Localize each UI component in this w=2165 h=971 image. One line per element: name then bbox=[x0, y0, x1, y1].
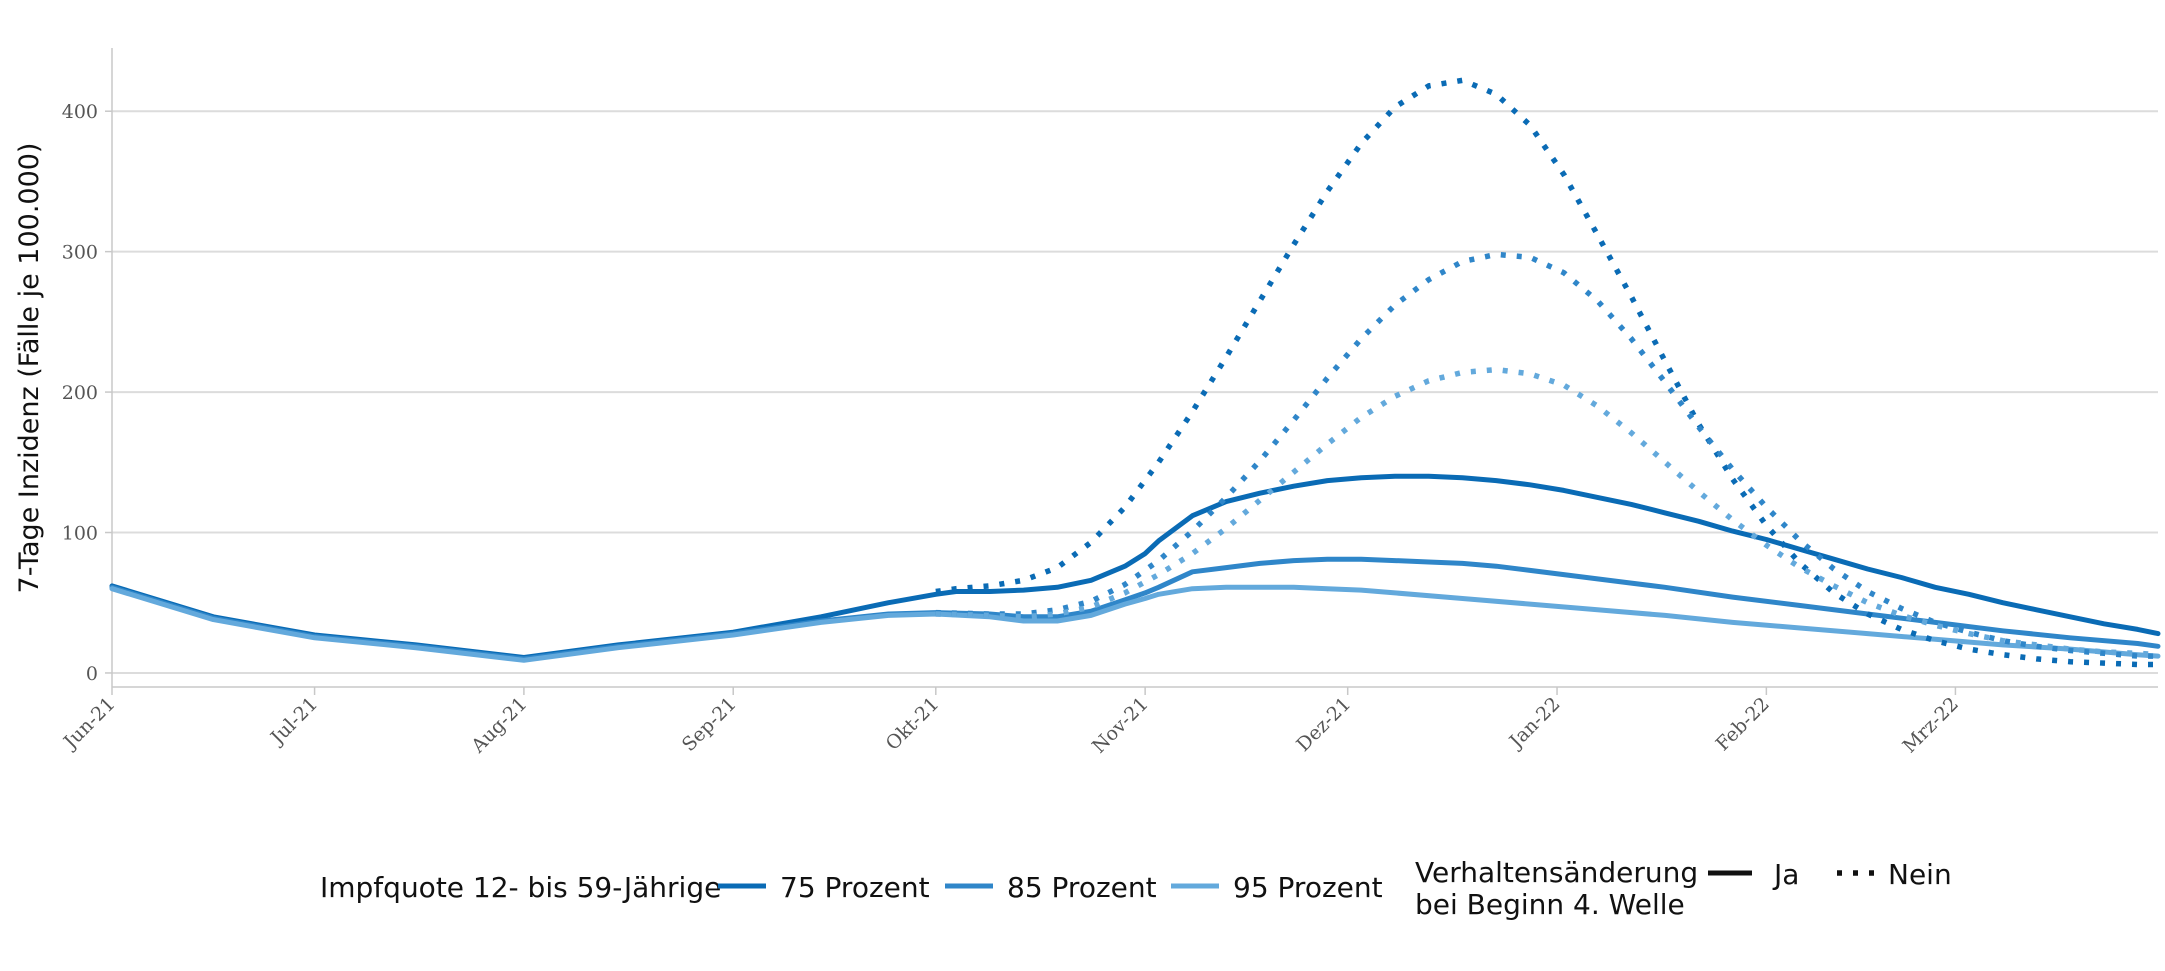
legend-color-label: 95 Prozent bbox=[1233, 871, 1383, 904]
x-tick-label: Jan-22 bbox=[1504, 693, 1565, 754]
y-tick-label: 200 bbox=[62, 382, 98, 404]
gridlines bbox=[112, 110, 2158, 674]
y-axis: 0 100 200 300 400 bbox=[62, 101, 112, 685]
series-line-75-prozent-ja bbox=[109, 473, 2161, 660]
x-tick-label: Jul-21 bbox=[265, 693, 322, 750]
legend-linetype-label: Nein bbox=[1888, 858, 1952, 891]
legend: Impfquote 12- bis 59-Jährige 75 Prozent 85… bbox=[320, 856, 1952, 921]
legend-color-title: Impfquote 12- bis 59-Jährige bbox=[320, 871, 721, 904]
x-tick-label: Mrz-22 bbox=[1899, 693, 1963, 757]
x-tick-label: Feb-22 bbox=[1712, 693, 1774, 755]
x-tick-label: Aug-21 bbox=[467, 693, 532, 758]
y-tick-label: 0 bbox=[86, 663, 98, 685]
series-layer bbox=[109, 77, 2161, 668]
x-tick-label: Dez-21 bbox=[1292, 693, 1355, 756]
x-tick-label: Sep-21 bbox=[678, 693, 741, 756]
legend-color-label: 75 Prozent bbox=[780, 871, 930, 904]
series-line-75-prozent-nein bbox=[935, 77, 2158, 668]
y-tick-label: 300 bbox=[62, 242, 98, 264]
series-line-85-prozent-nein bbox=[935, 251, 2158, 659]
y-tick-label: 400 bbox=[62, 101, 98, 123]
x-tick-label: Jun-21 bbox=[58, 693, 119, 754]
legend-linetype-title: bei Beginn 4. Welle bbox=[1415, 888, 1685, 921]
y-tick-label: 100 bbox=[62, 523, 98, 545]
legend-color-label: 85 Prozent bbox=[1007, 871, 1157, 904]
x-tick-label: Nov-21 bbox=[1088, 693, 1153, 758]
series-line-95-prozent-nein bbox=[935, 366, 2159, 658]
legend-linetype-label: Ja bbox=[1772, 858, 1799, 891]
series-line-95-prozent-ja bbox=[109, 584, 2161, 663]
x-axis: Jun-21 Jul-21 Aug-21 Sep-21 Okt-21 Nov-21 Dez-… bbox=[58, 687, 1963, 758]
y-axis-title: 7-Tage Inzidenz (Fälle je 100.000) bbox=[14, 143, 45, 594]
x-tick-label: Okt-21 bbox=[882, 693, 944, 755]
legend-linetype-title: Verhaltensänderung bbox=[1415, 856, 1698, 889]
